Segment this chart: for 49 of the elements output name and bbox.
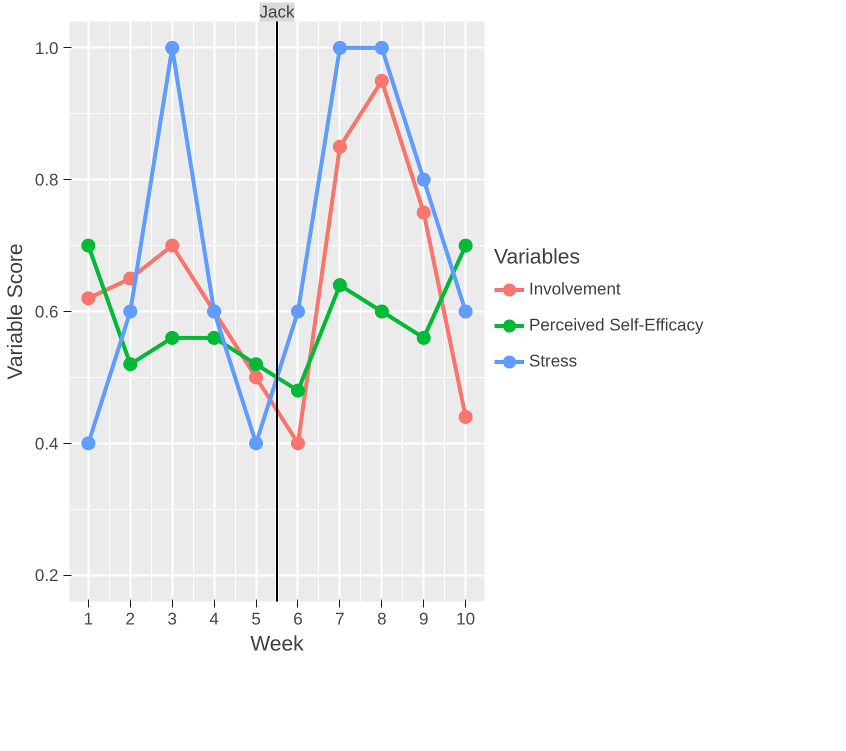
x-tick-label: 1 [84, 610, 94, 628]
legend-title: Variables [494, 246, 581, 270]
x-tick-label: 7 [335, 610, 345, 628]
x-tick-label: 9 [418, 610, 428, 628]
point [416, 330, 431, 345]
point [123, 357, 138, 372]
point [332, 40, 347, 55]
point [374, 40, 389, 55]
legend-label: Perceived Self-Efficacy [529, 316, 704, 336]
point [81, 436, 96, 450]
legend-label: Involvement [529, 280, 621, 300]
y-tick-label: 0.4 [34, 434, 59, 454]
point [374, 304, 389, 318]
y-axis-title: Variable Score [4, 243, 27, 380]
point [165, 330, 180, 345]
point [249, 357, 264, 372]
point [165, 238, 180, 253]
point [81, 291, 96, 306]
x-tick-label: 6 [293, 610, 303, 628]
y-tick-label: 0.2 [34, 566, 59, 586]
x-tick-label: 4 [209, 610, 219, 628]
point [123, 304, 138, 318]
y-tick-label: 1.0 [34, 38, 59, 58]
x-tick-label: 10 [456, 610, 476, 628]
point [458, 410, 473, 424]
legend-label: Stress [529, 352, 578, 372]
x-tick-label: 8 [377, 610, 387, 628]
y-tick-label: 0.6 [34, 302, 59, 322]
point [416, 206, 431, 220]
x-tick-label: 2 [126, 610, 136, 628]
chart-title: Jack [260, 2, 295, 22]
point [458, 304, 473, 318]
x-tick-label: 3 [167, 610, 177, 628]
point [290, 304, 305, 318]
point [249, 436, 264, 450]
point [165, 40, 180, 55]
point [290, 384, 305, 398]
point [207, 330, 222, 345]
x-axis-title: Week [250, 632, 304, 656]
point [332, 140, 347, 154]
point [374, 74, 389, 88]
point [81, 238, 96, 253]
x-tick-label: 5 [251, 610, 261, 628]
y-tick-label: 0.8 [34, 170, 59, 190]
point [332, 278, 347, 292]
point [458, 238, 473, 253]
point [290, 436, 305, 450]
point [249, 370, 264, 384]
point [416, 172, 431, 187]
